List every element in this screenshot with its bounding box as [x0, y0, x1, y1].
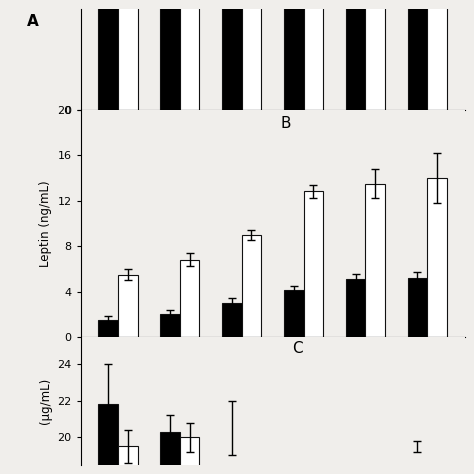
- Bar: [118, 0, 137, 109]
- Bar: [160, 0, 180, 109]
- Y-axis label: (μg/mL): (μg/mL): [39, 378, 52, 424]
- Bar: [365, 0, 385, 109]
- Bar: [98, 320, 118, 337]
- Bar: [303, 191, 323, 337]
- Bar: [365, 183, 385, 337]
- X-axis label: Number of Metabolic Syndrome Components: Number of Metabolic Syndrome Components: [140, 362, 405, 374]
- Bar: [180, 260, 200, 337]
- Bar: [118, 274, 137, 337]
- Bar: [284, 291, 303, 337]
- Bar: [242, 235, 261, 337]
- Text: A: A: [27, 15, 38, 29]
- Bar: [408, 278, 428, 337]
- Bar: [118, 447, 137, 474]
- Bar: [303, 0, 323, 109]
- Text: C: C: [292, 341, 302, 356]
- X-axis label: Number of Metabolic Syndrome Components: Number of Metabolic Syndrome Components: [140, 134, 405, 147]
- Bar: [346, 279, 365, 337]
- Bar: [98, 0, 118, 109]
- Bar: [180, 437, 200, 474]
- Bar: [346, 0, 365, 109]
- Bar: [242, 0, 261, 109]
- Bar: [408, 0, 428, 109]
- Bar: [222, 303, 242, 337]
- Bar: [284, 0, 303, 109]
- Bar: [160, 432, 180, 474]
- Y-axis label: Leptin (ng/mL): Leptin (ng/mL): [39, 180, 52, 267]
- Bar: [428, 0, 447, 109]
- Text: B: B: [280, 117, 291, 131]
- Bar: [98, 404, 118, 474]
- Bar: [160, 314, 180, 337]
- Bar: [180, 0, 200, 109]
- Bar: [222, 0, 242, 109]
- Bar: [428, 178, 447, 337]
